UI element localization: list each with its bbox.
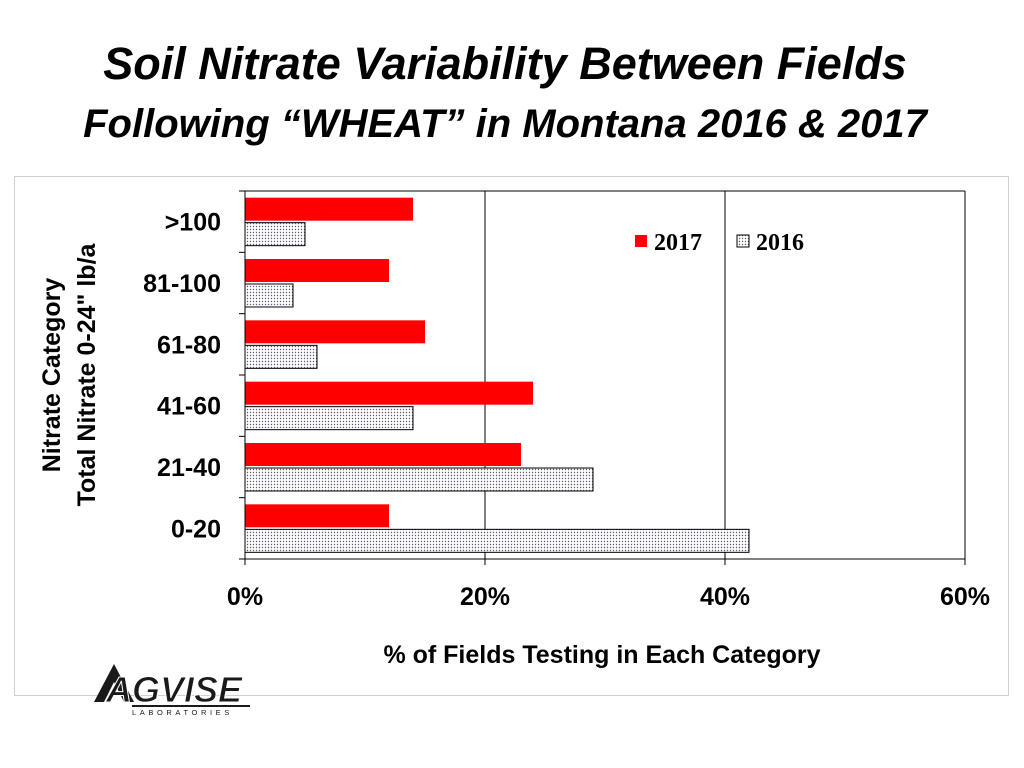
legend: 2017 2016: [635, 230, 804, 256]
bar-2016-3: [244, 406, 414, 431]
x-tick-label-1: 20%: [460, 583, 510, 611]
x-tick-label-3: 60%: [940, 583, 990, 611]
y-axis-label-line-1: Nitrate Category: [38, 278, 66, 473]
category-label-2: 61-80: [157, 331, 221, 359]
legend-swatch-2016: [736, 234, 750, 248]
bar-2016-5: [244, 528, 750, 553]
bar-2016-4: [244, 467, 594, 492]
bar-chart: >100 81-100 61-80 41-60 21-40 0-20 0% 20% 40% 60%…: [38, 190, 990, 669]
agvise-logo: AGVISE LABORATORIES: [94, 664, 250, 717]
bar-2017-2: [245, 320, 425, 344]
legend-label-2017: 2017: [654, 230, 702, 256]
legend-swatch-2017: [635, 235, 647, 247]
legend-label-2016: 2016: [756, 230, 804, 256]
gridlines: [484, 191, 966, 559]
category-label-4: 21-40: [157, 454, 221, 482]
x-tick-label-2: 40%: [700, 583, 750, 611]
axes: [239, 190, 966, 565]
bar-2017-4: [245, 443, 521, 466]
chart-frame: >100 81-100 61-80 41-60 21-40 0-20 0% 20% 40% 60%…: [14, 176, 1009, 696]
y-axis-label-line-2: Total Nitrate 0-24" lb/a: [73, 242, 101, 506]
bar-2017-1: [245, 259, 389, 282]
logo-tagline: LABORATORIES: [132, 708, 233, 717]
logo-mark-icon: [94, 664, 134, 702]
category-label-1: 81-100: [143, 270, 221, 298]
bar-2017-5: [245, 504, 389, 528]
logo-wordmark: AGVISE: [105, 669, 243, 710]
bars: [244, 197, 750, 553]
bar-2017-3: [245, 381, 533, 405]
bar-2016-2: [244, 344, 318, 369]
tick-labels: >100 81-100 61-80 41-60 21-40 0-20 0% 20% 40% 60%: [143, 209, 990, 611]
category-label-3: 41-60: [157, 393, 221, 421]
category-label-0: >100: [165, 209, 221, 237]
page-title: Soil Nitrate Variability Between Fields: [103, 38, 907, 89]
bar-2016-1: [244, 283, 294, 308]
category-label-5: 0-20: [171, 515, 221, 543]
x-tick-label-0: 0%: [227, 583, 263, 611]
bar-2016-0: [244, 222, 306, 247]
bar-2017-0: [245, 197, 413, 221]
x-axis-label: % of Fields Testing in Each Category: [383, 641, 820, 669]
page-subtitle: Following “WHEAT” in Montana 2016 & 2017: [83, 102, 927, 146]
